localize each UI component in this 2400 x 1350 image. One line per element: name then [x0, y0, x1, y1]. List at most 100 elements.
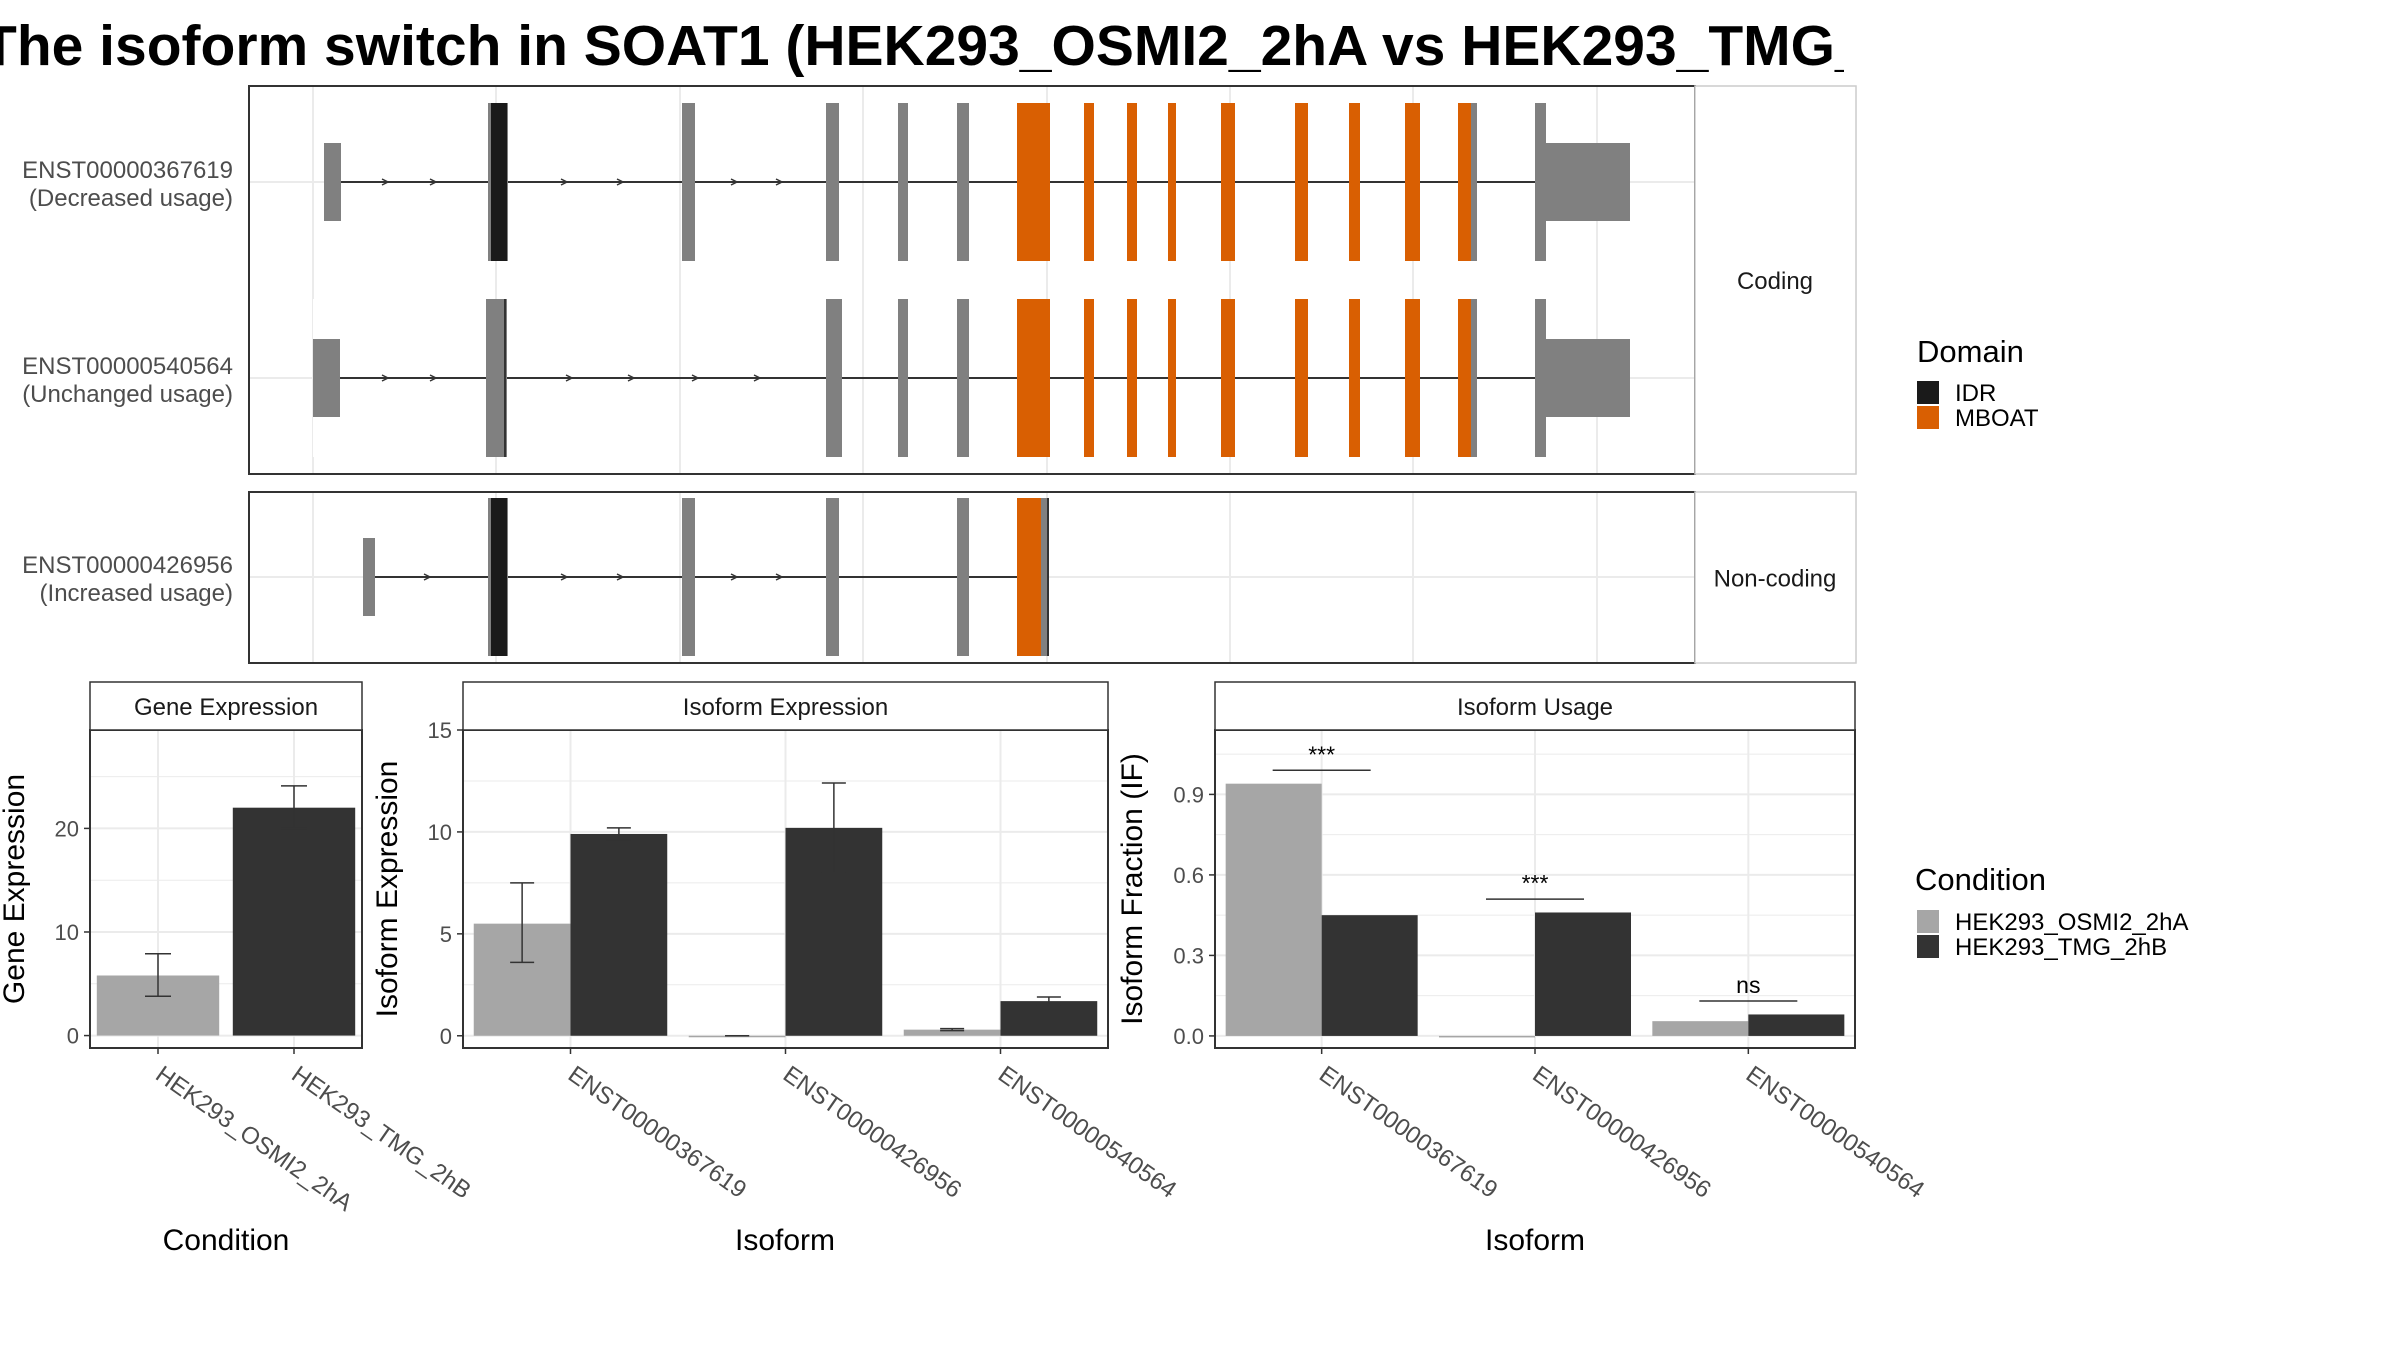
x-tick-label: ENST00000426956 — [778, 1061, 966, 1204]
domain-legend-label: IDR — [1955, 380, 1996, 407]
mboat-domain — [1084, 299, 1094, 457]
mboat-domain — [1295, 299, 1308, 457]
x-axis-title: Isoform — [1485, 1224, 1585, 1257]
intron-arrow — [381, 178, 390, 186]
utr-trim — [363, 616, 375, 656]
exon — [898, 299, 908, 457]
y-tick-label: 0.9 — [1173, 782, 1204, 807]
exon — [682, 103, 695, 261]
structure-panel-border — [248, 85, 1696, 475]
chart-strip — [462, 681, 1109, 731]
bar — [1225, 783, 1322, 1036]
transcript-structure-panel: Coding Non-coding ENST00000367619(Decrease… — [22, 85, 1857, 664]
intron-arrow — [691, 374, 700, 382]
bar — [232, 807, 356, 1036]
intron-arrow — [560, 573, 569, 581]
bar — [903, 1029, 1001, 1036]
exon — [898, 103, 908, 261]
x-axis-title: Condition — [163, 1224, 290, 1257]
exon — [957, 498, 969, 656]
mboat-domain — [1349, 299, 1360, 457]
intron-arrow — [753, 374, 762, 382]
intron-arrow — [775, 178, 784, 186]
intron-arrow — [775, 573, 784, 581]
transcript-usage-label: (Increased usage) — [40, 580, 233, 607]
intron-arrow — [429, 178, 438, 186]
y-tick-label: 0 — [440, 1024, 452, 1049]
transcript-id-label: ENST00000540564 — [22, 353, 233, 380]
idr-domain — [491, 498, 507, 656]
y-tick-label: 5 — [440, 922, 452, 947]
exon — [1535, 299, 1546, 457]
mboat-domain — [1221, 299, 1235, 457]
chart-strip — [1214, 681, 1856, 731]
x-tick-label: ENST00000540564 — [1741, 1061, 1929, 1204]
utr-trim — [324, 103, 341, 143]
exon — [1546, 339, 1630, 417]
bar — [1321, 915, 1418, 1036]
condition-legend-swatch — [1917, 910, 1939, 933]
transcript-usage-label: (Decreased usage) — [29, 185, 233, 212]
domain-legend-label: MBOAT — [1955, 405, 2039, 432]
chart-strip-label: Isoform Expression — [683, 694, 888, 721]
condition-legend-label: HEK293_TMG_2hB — [1955, 934, 2167, 961]
mboat-domain — [1405, 299, 1420, 457]
mboat-domain — [1458, 103, 1471, 261]
x-axis-title: Isoform — [735, 1224, 835, 1257]
expression-charts: Gene Expression01020HEK293_OSMI2_2hAHEK2… — [0, 681, 1929, 1257]
y-tick-label: 0 — [67, 1024, 79, 1049]
idr-domain — [491, 103, 507, 261]
exon — [1546, 143, 1630, 221]
transcript-usage-label: (Unchanged usage) — [22, 381, 233, 408]
chart-panel: *** *** ns Isoform Usage 0.0 0.3 0.6 0.9 ENST000… — [1116, 681, 1929, 1257]
mboat-domain — [1017, 299, 1050, 457]
structure-strip — [1694, 85, 1857, 475]
utr-trim — [313, 299, 340, 339]
utr-trim — [363, 498, 375, 538]
x-tick-label: ENST00000367619 — [563, 1061, 751, 1204]
domain-legend-title: Domain — [1917, 334, 2024, 369]
mboat-domain — [1168, 103, 1176, 261]
mboat-domain — [1017, 103, 1050, 261]
transcript-id-label: ENST00000426956 — [22, 552, 233, 579]
condition-legend-title: Condition — [1915, 862, 2046, 897]
structure-strip-label: Coding — [1737, 268, 1813, 295]
bar — [1535, 912, 1631, 1036]
exon — [486, 299, 507, 457]
chart-strip-label: Gene Expression — [134, 694, 318, 721]
condition-legend-swatch — [1917, 935, 1939, 958]
mboat-domain — [1168, 299, 1176, 457]
bar — [1439, 1035, 1535, 1038]
y-axis-title: Isoform Expression — [371, 761, 404, 1018]
intron-arrow — [627, 374, 636, 382]
x-tick-label: ENST00000540564 — [993, 1061, 1181, 1204]
structure-strip — [1694, 491, 1857, 664]
intron-arrow — [560, 178, 569, 186]
utr-trim — [324, 221, 341, 261]
significance-label: ns — [1736, 972, 1760, 998]
y-tick-label: 0.3 — [1173, 943, 1204, 968]
intron-arrow — [381, 374, 390, 382]
mboat-domain — [1017, 498, 1041, 656]
mboat-domain — [1127, 103, 1137, 261]
y-tick-label: 0.0 — [1173, 1024, 1204, 1049]
y-tick-label: 0.6 — [1173, 863, 1204, 888]
intron-arrow — [429, 374, 438, 382]
transcript-id-label: ENST00000367619 — [22, 157, 233, 184]
intron-arrow — [423, 573, 432, 581]
domain-legend-swatch — [1917, 406, 1939, 429]
y-tick-label: 10 — [428, 820, 452, 845]
mboat-domain — [1084, 103, 1094, 261]
intron-arrow — [616, 573, 625, 581]
mboat-domain — [1458, 299, 1471, 457]
x-tick-label: ENST00000367619 — [1314, 1061, 1502, 1204]
y-tick-label: 15 — [428, 718, 452, 743]
exon — [957, 103, 969, 261]
exon — [682, 498, 695, 656]
chart-strip-label: Isoform Usage — [1457, 694, 1613, 721]
chart-panel: Gene Expression01020HEK293_OSMI2_2hAHEK2… — [0, 681, 476, 1257]
